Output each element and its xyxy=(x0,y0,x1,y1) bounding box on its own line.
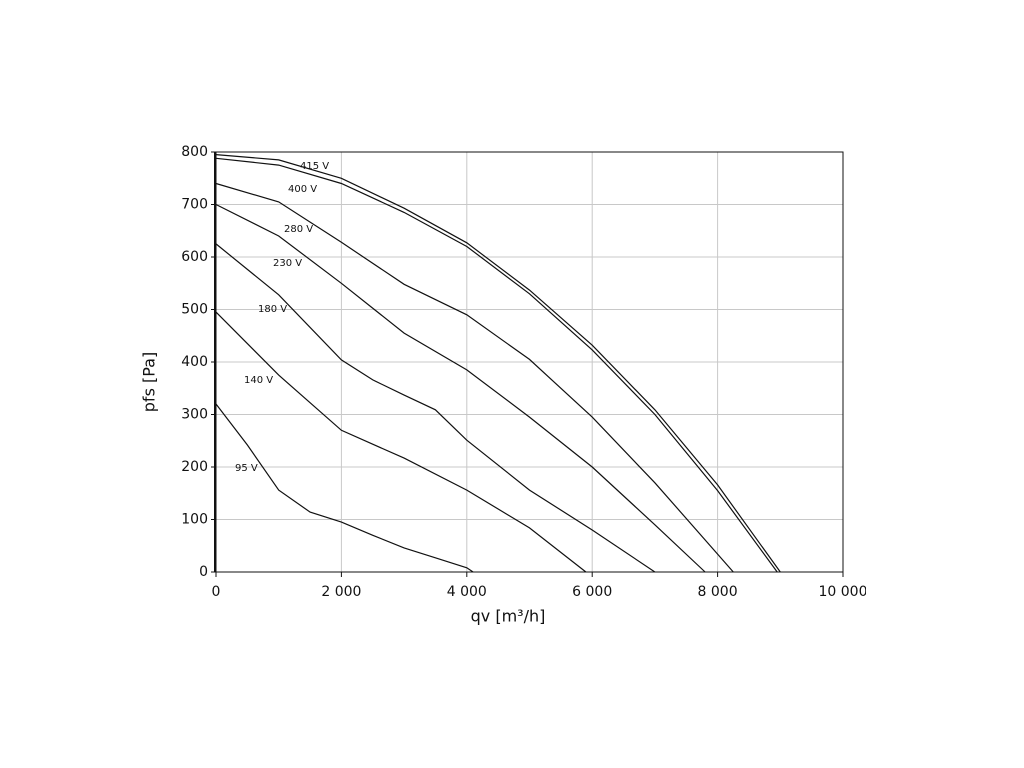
curve-label: 230 V xyxy=(273,258,302,269)
x-tick-label: 6 000 xyxy=(572,584,612,600)
curve xyxy=(215,154,781,573)
y-tick-label: 0 xyxy=(199,564,208,580)
y-tick-label: 800 xyxy=(181,144,208,160)
curve xyxy=(215,403,474,573)
x-tick-label: 0 xyxy=(212,584,221,600)
x-tick-label: 4 000 xyxy=(447,584,487,600)
curve-label: 180 V xyxy=(258,304,287,315)
curve xyxy=(215,311,587,573)
curve xyxy=(215,157,778,573)
x-tick-label: 8 000 xyxy=(698,584,738,600)
y-tick-label: 300 xyxy=(181,407,208,423)
curve-label: 95 V xyxy=(235,463,258,474)
x-axis-label: qv [m³/h] xyxy=(471,607,546,626)
x-tick-label: 2 000 xyxy=(321,584,361,600)
y-tick-label: 100 xyxy=(181,512,208,528)
curve-label: 415 V xyxy=(300,161,329,172)
curve-label: 140 V xyxy=(244,375,273,386)
curve-label: 400 V xyxy=(288,184,317,195)
curve xyxy=(215,243,656,573)
curve xyxy=(215,182,734,573)
y-tick-label: 500 xyxy=(181,302,208,318)
y-tick-label: 600 xyxy=(181,249,208,265)
y-axis-label: pfs [Pa] xyxy=(140,352,159,412)
curve-label: 280 V xyxy=(284,224,313,235)
x-tick-label: 10 000 xyxy=(819,584,868,600)
y-tick-label: 400 xyxy=(181,354,208,370)
curve xyxy=(215,203,706,573)
y-tick-label: 700 xyxy=(181,197,208,213)
y-tick-label: 200 xyxy=(181,459,208,475)
